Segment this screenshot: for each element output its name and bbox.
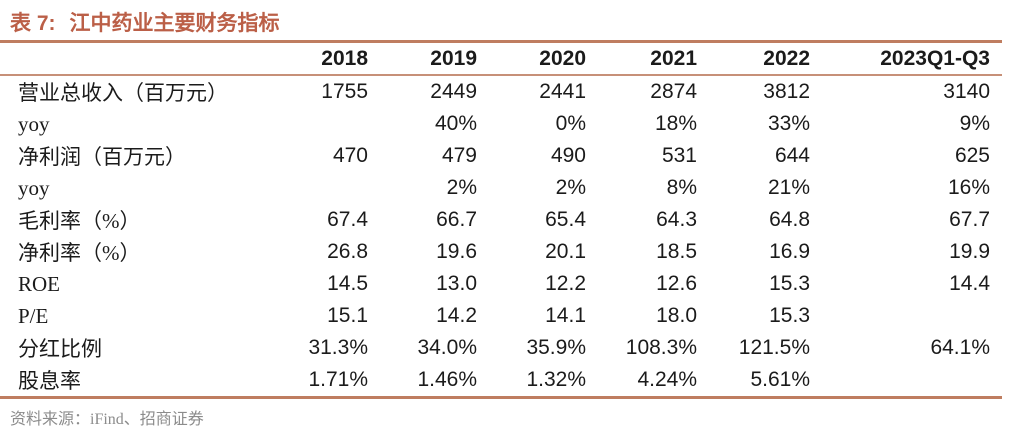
cell-value: 2% (446, 176, 477, 199)
cell-value: 35.9% (526, 336, 586, 359)
table-row: P/E 15.1 14.2 14.1 18.0 15.3 (0, 300, 1002, 332)
cell-value: 12.6 (656, 272, 697, 295)
year-column-header: 2022 (697, 43, 810, 76)
cell-value: 9% (959, 112, 990, 135)
cell-value: 26.8 (327, 240, 368, 263)
cell-value: 64.3 (656, 208, 697, 231)
cell-value: 1.32% (526, 368, 586, 391)
row-label: 净利润（百万元） (18, 145, 186, 169)
cell-value: 12.2 (545, 272, 586, 295)
cell-value: 625 (954, 144, 990, 167)
cell-value: 64.8 (769, 208, 810, 231)
row-label: 分红比例 (18, 337, 102, 361)
cell-value (260, 108, 368, 140)
cell-value: 14.4 (949, 272, 990, 295)
row-label: 营业总收入（百万元） (18, 81, 228, 105)
row-label: 股息率 (18, 369, 81, 393)
table-row: 净利率（%） 26.8 19.6 20.1 18.5 16.9 19.9 (0, 236, 1002, 268)
cell-value: 0% (555, 112, 586, 135)
table-row: 净利润（百万元） 470 479 490 531 644 625 (0, 140, 1002, 172)
source-note: 资料来源：iFind、招商证券 (10, 411, 204, 428)
table-title-text: 江中药业主要财务指标 (69, 12, 280, 35)
table-title: 表 7: 江中药业主要财务指标 (0, 0, 1021, 37)
cell-value: 121.5% (738, 336, 810, 359)
row-label-header (0, 43, 260, 76)
cell-value: 19.6 (436, 240, 477, 263)
cell-value: 2874 (650, 80, 697, 103)
year-column-header: 2018 (260, 43, 368, 76)
cell-value: 16% (947, 176, 990, 199)
cell-value: 5.61% (750, 368, 810, 391)
cell-value: 2441 (539, 80, 586, 103)
year-column-header: 2020 (477, 43, 586, 76)
cell-value: 1.71% (308, 368, 368, 391)
cell-value: 479 (441, 144, 477, 167)
cell-value: 15.1 (327, 304, 368, 327)
cell-value: 1.46% (417, 368, 477, 391)
cell-value: 18.5 (656, 240, 697, 263)
cell-value: 3140 (943, 80, 990, 103)
table-row: 毛利率（%） 67.4 66.7 65.4 64.3 64.8 67.7 (0, 204, 1002, 236)
year-column-header: 2021 (586, 43, 697, 76)
row-label: yoy (18, 111, 50, 136)
cell-value: 4.24% (637, 368, 697, 391)
bottom-rule (0, 396, 1002, 399)
cell-value: 19.9 (949, 240, 990, 263)
row-label: yoy (18, 175, 50, 200)
cell-value: 2449 (430, 80, 477, 103)
cell-value (810, 364, 1002, 396)
row-label: P/E (18, 303, 49, 328)
cell-value: 18.0 (656, 304, 697, 327)
year-column-header: 2019 (368, 43, 477, 76)
table-row: ROE 14.5 13.0 12.2 12.6 15.3 14.4 (0, 268, 1002, 300)
cell-value (260, 172, 368, 204)
cell-value (810, 300, 1002, 332)
table-row: yoy 2% 2% 8% 21% 16% (0, 172, 1002, 204)
cell-value: 644 (774, 144, 810, 167)
cell-value: 15.3 (769, 304, 810, 327)
cell-value: 66.7 (436, 208, 477, 231)
cell-value: 13.0 (436, 272, 477, 295)
cell-value: 14.5 (327, 272, 368, 295)
cell-value: 33% (767, 112, 810, 135)
cell-value: 21% (767, 176, 810, 199)
financial-metrics-table: 2018 2019 2020 2021 2022 2023Q1-Q3 营业总收入（百万元）… (0, 43, 1002, 396)
cell-value: 531 (661, 144, 697, 167)
row-label: 净利率（%） (18, 241, 141, 265)
cell-value: 64.1% (930, 336, 990, 359)
cell-value: 67.7 (949, 208, 990, 231)
cell-value: 108.3% (625, 336, 697, 359)
cell-value: 470 (332, 144, 368, 167)
cell-value: 34.0% (417, 336, 477, 359)
table-row: yoy 40% 0% 18% 33% 9% (0, 108, 1002, 140)
cell-value: 20.1 (545, 240, 586, 263)
year-column-header: 2023Q1-Q3 (810, 43, 1002, 76)
row-label: 毛利率（%） (18, 209, 141, 233)
table-header-row: 2018 2019 2020 2021 2022 2023Q1-Q3 (0, 43, 1002, 76)
top-rule (0, 40, 1002, 43)
table-body: 营业总收入（百万元） 1755 2449 2441 2874 3812 3140 yoy 40%… (0, 75, 1002, 396)
cell-value: 15.3 (769, 272, 810, 295)
table-row: 营业总收入（百万元） 1755 2449 2441 2874 3812 3140 (0, 75, 1002, 108)
row-label: ROE (18, 271, 60, 296)
cell-value: 31.3% (308, 336, 368, 359)
cell-value: 16.9 (769, 240, 810, 263)
cell-value: 490 (550, 144, 586, 167)
cell-value: 14.2 (436, 304, 477, 327)
cell-value: 3812 (763, 80, 810, 103)
table-number-label: 表 7: (10, 12, 56, 35)
cell-value: 40% (434, 112, 477, 135)
cell-value: 18% (654, 112, 697, 135)
cell-value: 1755 (321, 80, 368, 103)
cell-value: 2% (555, 176, 586, 199)
table-row: 分红比例 31.3% 34.0% 35.9% 108.3% 121.5% 64.1% (0, 332, 1002, 364)
cell-value: 67.4 (327, 208, 368, 231)
table-row: 股息率 1.71% 1.46% 1.32% 4.24% 5.61% (0, 364, 1002, 396)
cell-value: 14.1 (545, 304, 586, 327)
cell-value: 8% (666, 176, 697, 199)
cell-value: 65.4 (545, 208, 586, 231)
